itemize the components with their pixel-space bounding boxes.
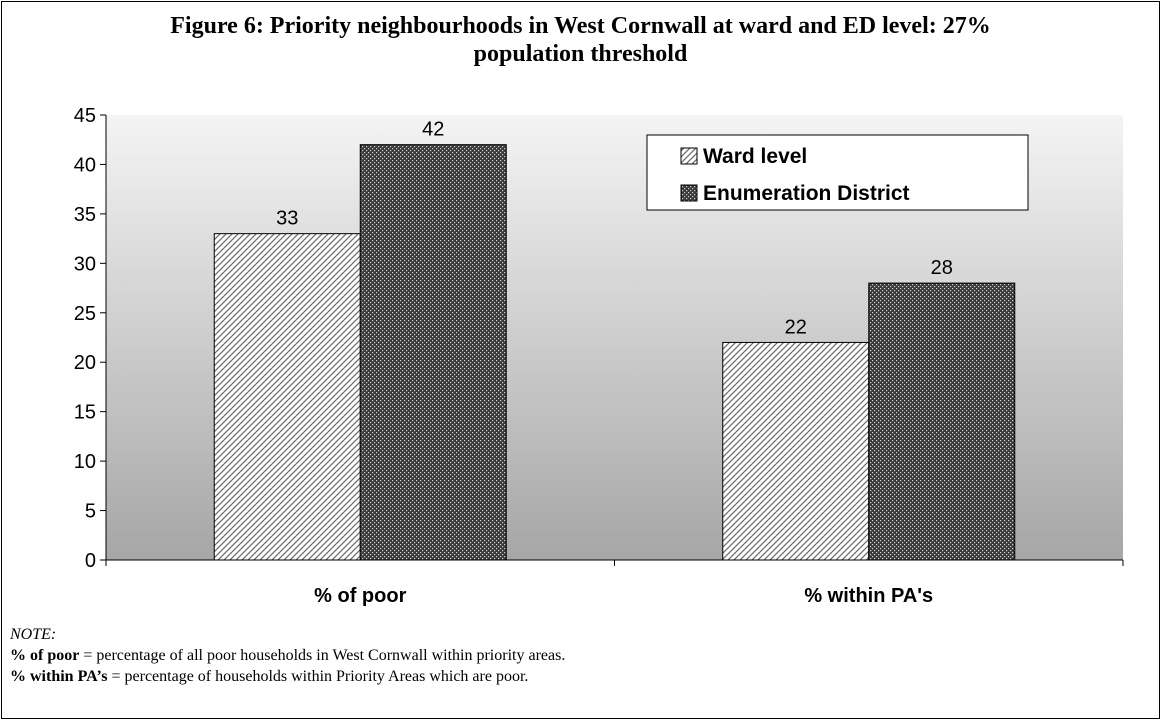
legend-label-0: Ward level (703, 145, 807, 168)
bar-chart: 0 5 10 15 20 25 30 35 40 45 33 42 % of poor 22 28 % wit… (74, 105, 1124, 607)
note-term-1: % of poor (10, 647, 80, 664)
legend: Ward level Enumeration District (646, 134, 1029, 211)
legend-swatch-1 (680, 184, 698, 202)
data-label-ed-0: 42 (422, 119, 444, 141)
legend-box (646, 134, 1029, 211)
legend-swatch-0 (680, 147, 698, 165)
chart-title-line-1: Figure 6: Priority neighbourhoods in Wes… (170, 13, 991, 39)
y-tick-label-45: 45 (74, 105, 96, 127)
y-tick-label-25: 25 (74, 303, 96, 325)
category-label-1: % within PA's (804, 585, 933, 607)
y-tick-label-0: 0 (85, 550, 96, 572)
category-label-0: % of poor (314, 585, 406, 607)
bar-ed-0 (359, 144, 507, 561)
notes-heading: NOTE: (10, 626, 57, 643)
bar-ward-1 (722, 341, 870, 561)
y-tick-label-5: 5 (85, 501, 96, 523)
note-definition-1: = percentage of all poor households in W… (79, 647, 566, 664)
note-line-2: % within PA’s = percentage of households… (10, 666, 565, 687)
note-term-2: % within PA’s (10, 668, 108, 685)
legend-label-1: Enumeration District (703, 182, 910, 205)
bar-ward-0 (213, 233, 361, 561)
notes: NOTE: % of poor = percentage of all poor… (10, 624, 565, 687)
y-tick-label-30: 30 (74, 253, 96, 275)
bar-ed-1 (868, 282, 1016, 561)
y-tick-label-15: 15 (74, 402, 96, 424)
note-line-1: % of poor = percentage of all poor house… (10, 645, 565, 666)
y-tick-label-10: 10 (74, 451, 96, 473)
data-label-ed-1: 28 (931, 257, 953, 279)
y-tick-label-35: 35 (74, 204, 96, 226)
chart-title: Figure 6: Priority neighbourhoods in Wes… (2, 12, 1159, 68)
note-definition-2: = percentage of households within Priori… (107, 668, 529, 685)
y-tick-label-20: 20 (74, 352, 96, 374)
chart-title-line-2: population threshold (473, 41, 688, 67)
data-label-ward-0: 33 (276, 208, 298, 230)
data-label-ward-1: 22 (785, 316, 807, 338)
y-tick-label-40: 40 (74, 154, 96, 176)
